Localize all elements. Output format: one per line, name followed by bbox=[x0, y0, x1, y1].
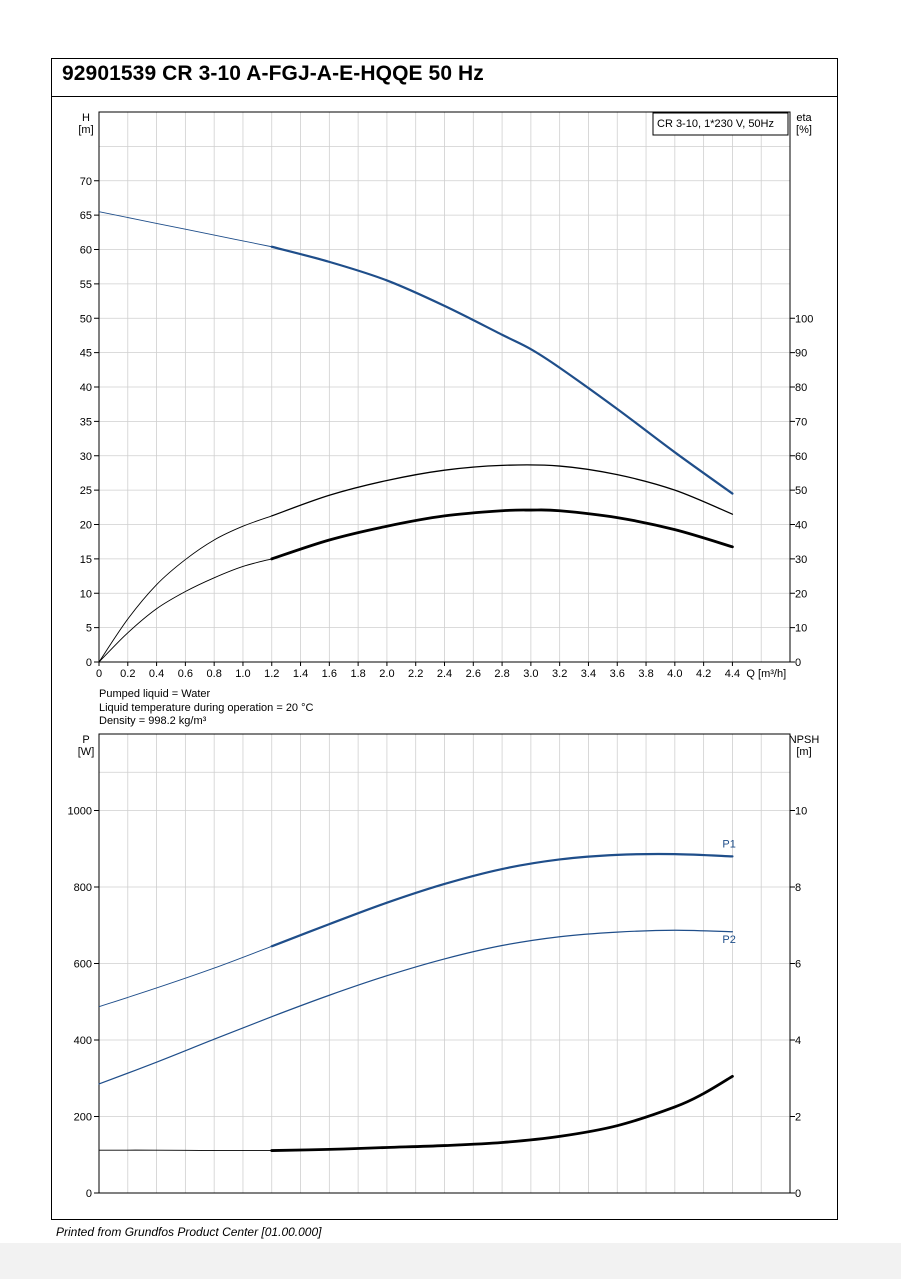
chart2-left-tick-label: 800 bbox=[74, 882, 92, 894]
chart1-right-tick-label: 100 bbox=[795, 313, 813, 325]
chart2-left-tick-label: 1000 bbox=[68, 806, 92, 818]
chart1-series-3-line bbox=[270, 508, 734, 561]
chart2-right-tick-label: 8 bbox=[795, 882, 801, 894]
chart1-left-tick-label: 0 bbox=[86, 657, 92, 669]
operating-conditions: Pumped liquid = Water Liquid temperature… bbox=[99, 688, 313, 729]
chart1-x-tick-label: 1.0 bbox=[235, 668, 250, 680]
chart2-series-1-extrapolated bbox=[98, 945, 272, 1008]
chart1-right-tick-label: 70 bbox=[795, 416, 807, 428]
chart1-right-tick-label: 60 bbox=[795, 451, 807, 463]
condition-temperature: Liquid temperature during operation = 20… bbox=[99, 701, 314, 714]
chart2-left-axis-name: P bbox=[82, 734, 89, 746]
title-divider bbox=[51, 96, 838, 97]
chart1-x-tick-label: 0.2 bbox=[120, 668, 135, 680]
chart1-left-tick-label: 60 bbox=[80, 245, 92, 257]
chart1-x-tick-label: 2.2 bbox=[408, 668, 423, 680]
chart1-x-tick-label: 1.6 bbox=[322, 668, 337, 680]
chart2-series-3-line bbox=[270, 1074, 734, 1152]
chart1-x-tick-label: 3.4 bbox=[581, 668, 596, 680]
chart1-right-tick-label: 40 bbox=[795, 520, 807, 532]
chart2-series-label-p2: P2 bbox=[722, 934, 735, 946]
chart1-right-tick-label: 50 bbox=[795, 485, 807, 497]
chart1-x-tick-label: 0.4 bbox=[149, 668, 164, 680]
chart2-series-2-line bbox=[98, 929, 734, 1085]
chart2-right-tick-label: 2 bbox=[795, 1112, 801, 1124]
chart1-x-tick-label: 1.2 bbox=[264, 668, 279, 680]
chart1-left-tick-label: 35 bbox=[80, 416, 92, 428]
chart1-x-tick-label: 4.0 bbox=[667, 668, 682, 680]
chart2-left-tick-label: 600 bbox=[74, 959, 92, 971]
chart1-series-3-extrapolated bbox=[98, 558, 272, 663]
chart1-left-tick-label: 25 bbox=[80, 485, 92, 497]
chart1-x-tick-label: 3.2 bbox=[552, 668, 567, 680]
chart1-left-tick-label: 55 bbox=[80, 279, 92, 291]
chart1-x-tick-label: 3.6 bbox=[610, 668, 625, 680]
chart1-x-tick-label: 0.6 bbox=[178, 668, 193, 680]
chart1-series-2-extrapolated bbox=[98, 515, 272, 663]
condition-density: Density = 998.2 kg/m³ bbox=[99, 715, 207, 727]
chart1-left-tick-label: 50 bbox=[80, 313, 92, 325]
chart1-x-tick-label: 0.8 bbox=[207, 668, 222, 680]
chart1-series-1-extrapolated bbox=[98, 211, 272, 248]
chart1-right-tick-label: 90 bbox=[795, 348, 807, 360]
chart2-left-tick-label: 400 bbox=[74, 1035, 92, 1047]
chart2-right-tick-label: 0 bbox=[795, 1188, 801, 1200]
chart1-left-tick-label: 10 bbox=[80, 588, 92, 600]
chart1-series-1-line bbox=[270, 245, 734, 495]
chart1-left-tick-label: 70 bbox=[80, 176, 92, 188]
chart1-x-tick-label: 2.0 bbox=[379, 668, 394, 680]
chart2-right-axis-unit: [m] bbox=[796, 746, 811, 758]
chart1-right-tick-label: 10 bbox=[795, 623, 807, 635]
bottom-band bbox=[0, 1243, 901, 1279]
chart2-left-axis-unit: [W] bbox=[78, 746, 95, 758]
chart2-left-tick-label: 0 bbox=[86, 1188, 92, 1200]
page-frame bbox=[51, 58, 838, 1220]
chart2-series-1-line bbox=[270, 852, 734, 948]
chart1-x-tick-label: 1.8 bbox=[350, 668, 365, 680]
chart1-left-tick-label: 40 bbox=[80, 382, 92, 394]
chart1-x-tick-label: 2.4 bbox=[437, 668, 452, 680]
chart2-left-tick-label: 200 bbox=[74, 1112, 92, 1124]
chart1-legend-frame bbox=[652, 112, 789, 136]
chart1-left-axis-unit: [m] bbox=[78, 124, 93, 136]
condition-liquid: Pumped liquid = Water bbox=[99, 688, 211, 700]
chart1-right-axis-unit: [%] bbox=[796, 124, 812, 136]
chart2-right-tick-label: 4 bbox=[795, 1035, 801, 1047]
chart1-left-tick-label: 20 bbox=[80, 520, 92, 532]
chart1-x-tick-label: 2.6 bbox=[466, 668, 481, 680]
chart1-right-axis-name: eta bbox=[796, 112, 812, 124]
chart1-x-tick-label: 1.4 bbox=[293, 668, 308, 680]
chart1-x-tick-label: 3.0 bbox=[523, 668, 538, 680]
chart1-right-tick-label: 0 bbox=[795, 657, 801, 669]
chart1-left-axis-name: H bbox=[82, 112, 90, 124]
chart1-x-tick-label: 3.8 bbox=[638, 668, 653, 680]
chart1-right-tick-label: 30 bbox=[795, 554, 807, 566]
document-title: 92901539 CR 3-10 A-FGJ-A-E-HQQE 50 Hz bbox=[62, 62, 484, 85]
chart1-right-tick-label: 20 bbox=[795, 588, 807, 600]
chart2-right-axis-name: NPSH bbox=[789, 734, 820, 746]
chart1-left-tick-label: 30 bbox=[80, 451, 92, 463]
chart1-legend-text: CR 3-10, 1*230 V, 50Hz bbox=[657, 118, 774, 130]
chart2-series-label-p1: P1 bbox=[722, 838, 735, 850]
chart1-x-tick-label: 2.8 bbox=[494, 668, 509, 680]
footer-note: Printed from Grundfos Product Center [01… bbox=[56, 1225, 322, 1239]
chart2-right-tick-label: 10 bbox=[795, 806, 807, 818]
chart2-right-tick-label: 6 bbox=[795, 959, 801, 971]
chart1-left-tick-label: 45 bbox=[80, 348, 92, 360]
chart1-legend-box: CR 3-10, 1*230 V, 50Hz bbox=[652, 112, 789, 136]
chart1-left-tick-label: 15 bbox=[80, 554, 92, 566]
chart1-x-axis-label: Q [m³/h] bbox=[746, 668, 786, 680]
chart1-x-tick-label: 4.2 bbox=[696, 668, 711, 680]
chart1-left-tick-label: 65 bbox=[80, 210, 92, 222]
chart1-right-tick-label: 80 bbox=[795, 382, 807, 394]
chart1-left-tick-label: 5 bbox=[86, 623, 92, 635]
chart1-series-2-line bbox=[271, 464, 734, 517]
chart1-x-tick-label: 4.4 bbox=[725, 668, 740, 680]
chart1-x-tick-label: 0 bbox=[96, 668, 102, 680]
